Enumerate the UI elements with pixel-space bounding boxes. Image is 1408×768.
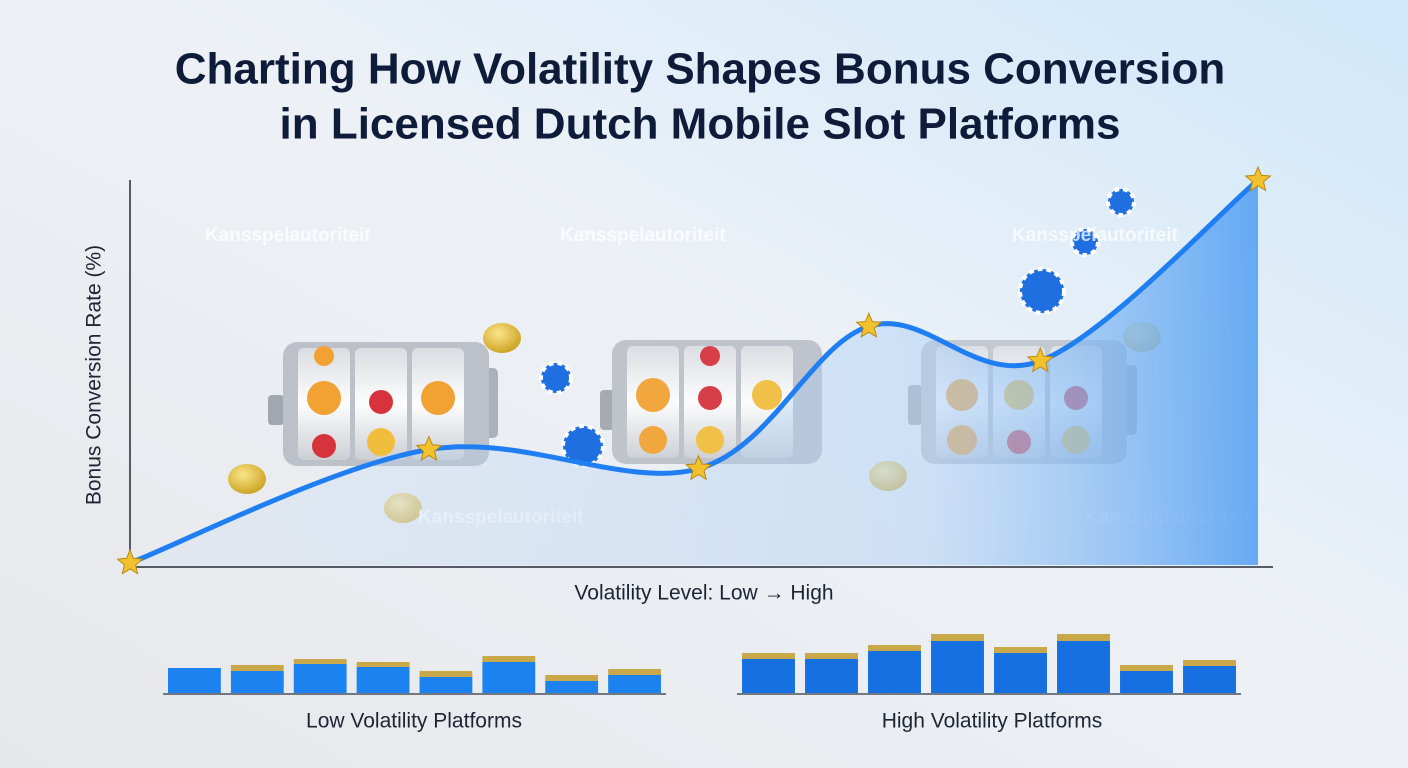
bar-segment: [230, 665, 284, 671]
bar-segment: [994, 647, 1047, 653]
x-axis-label: High Volatility Platforms: [882, 710, 1103, 733]
bar-segment: [293, 659, 347, 664]
bar-segment: [742, 653, 795, 659]
area-fill: [130, 180, 1258, 565]
bar-segment: [868, 645, 921, 651]
bar-segment: [1120, 671, 1173, 693]
bar-segment: [1183, 660, 1236, 666]
watermark: Kansspelautoriteit: [560, 225, 726, 246]
watermark: Kansspelautoriteit: [205, 225, 371, 246]
star-marker: [855, 311, 883, 338]
star-marker: [415, 435, 443, 462]
bar-segment: [482, 656, 536, 662]
bar-segment: [482, 662, 536, 693]
bar-segment: [931, 634, 984, 641]
bar-segment: [419, 677, 473, 693]
bar-segment: [545, 675, 599, 681]
x-axis-label: Volatility Level: Low → High: [574, 582, 833, 605]
bar-segment: [994, 653, 1047, 693]
slot-machine: [268, 342, 498, 466]
bar-segment: [742, 659, 795, 693]
star-marker: [116, 548, 144, 575]
bar-segment: [805, 659, 858, 693]
bar-segment: [1183, 666, 1236, 693]
bar-segment: [168, 668, 221, 693]
y-axis-label: Bonus Conversion Rate (%): [83, 245, 106, 505]
bar-segment: [868, 651, 921, 693]
title-line: in Licensed Dutch Mobile Slot Platforms: [280, 100, 1121, 149]
trend-line: [127, 177, 1261, 566]
bar-segment: [545, 681, 599, 693]
bar-segment: [1057, 641, 1110, 693]
title-line: Charting How Volatility Shapes Bonus Con…: [175, 45, 1225, 94]
bar-segment: [931, 641, 984, 693]
watermark: Kansspelautoriteit: [1012, 225, 1178, 246]
bar-segment: [805, 653, 858, 659]
bar-segment: [608, 675, 661, 693]
x-axis-label: Low Volatility Platforms: [306, 710, 522, 733]
bar-segment: [608, 669, 661, 675]
bar-segment: [293, 664, 347, 693]
star-marker: [684, 454, 713, 481]
bar-segment: [230, 671, 284, 693]
star-marker: [1026, 346, 1054, 373]
star-marker: [1244, 165, 1272, 192]
bar-segment: [419, 671, 473, 677]
bar-segment: [356, 667, 410, 693]
bar-segment: [356, 662, 410, 667]
bar-segment: [1057, 634, 1110, 641]
bar-segment: [1120, 665, 1173, 671]
